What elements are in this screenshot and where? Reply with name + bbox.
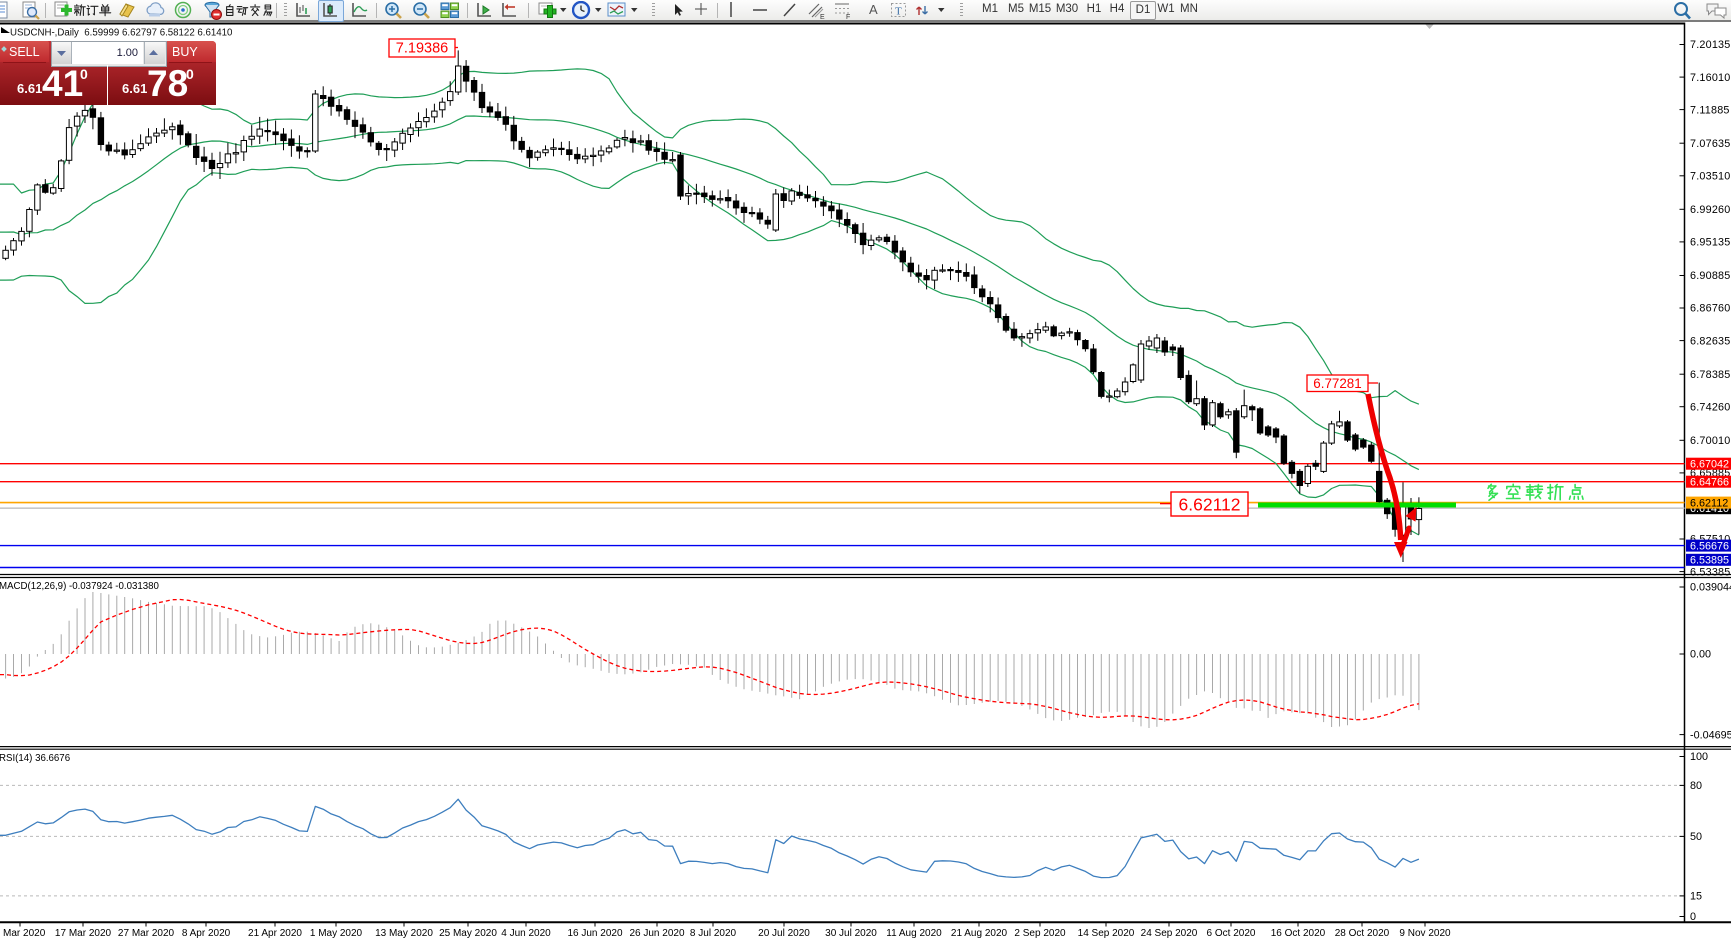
svg-text:RSI(14) 36.6676: RSI(14) 36.6676 xyxy=(0,753,70,764)
svg-text:16 Jun 2020: 16 Jun 2020 xyxy=(567,928,622,939)
svg-text:7.11885: 7.11885 xyxy=(1690,104,1730,116)
svg-text:26 Jun 2020: 26 Jun 2020 xyxy=(629,928,684,939)
svg-text:8 Apr 2020: 8 Apr 2020 xyxy=(182,928,231,939)
svg-text:17 Mar 2020: 17 Mar 2020 xyxy=(55,928,112,939)
svg-text:1 May 2020: 1 May 2020 xyxy=(310,928,363,939)
svg-text:-0.046959: -0.046959 xyxy=(1690,729,1731,741)
svg-text:7.20135: 7.20135 xyxy=(1690,39,1730,51)
svg-text:6.77281: 6.77281 xyxy=(1313,376,1361,391)
svg-text:7 Mar 2020: 7 Mar 2020 xyxy=(0,928,46,939)
svg-text:4 Jun 2020: 4 Jun 2020 xyxy=(501,928,551,939)
svg-text:6.70010: 6.70010 xyxy=(1690,435,1730,447)
svg-text:100: 100 xyxy=(1690,751,1708,763)
svg-text:8 Jul 2020: 8 Jul 2020 xyxy=(690,928,737,939)
svg-text:27 Mar 2020: 27 Mar 2020 xyxy=(118,928,175,939)
svg-text:6.95135: 6.95135 xyxy=(1690,237,1730,249)
svg-text:21 Apr 2020: 21 Apr 2020 xyxy=(248,928,302,939)
svg-text:7.16010: 7.16010 xyxy=(1690,72,1730,84)
svg-text:0.00: 0.00 xyxy=(1690,649,1711,661)
svg-text:6 Oct 2020: 6 Oct 2020 xyxy=(1207,928,1256,939)
svg-text:T: T xyxy=(895,6,902,18)
svg-text:0: 0 xyxy=(1690,911,1696,923)
svg-text:6.74260: 6.74260 xyxy=(1690,401,1730,413)
svg-text:6.53385: 6.53385 xyxy=(1690,566,1730,578)
svg-text:7.03510: 7.03510 xyxy=(1690,171,1730,183)
svg-text:20 Jul 2020: 20 Jul 2020 xyxy=(758,928,810,939)
svg-text:6.90885: 6.90885 xyxy=(1690,270,1730,282)
svg-text:13 May 2020: 13 May 2020 xyxy=(375,928,433,939)
svg-text:80: 80 xyxy=(1690,780,1702,792)
svg-text:6.53895: 6.53895 xyxy=(1690,555,1729,567)
svg-text:16 Oct 2020: 16 Oct 2020 xyxy=(1271,928,1326,939)
svg-text:6.82635: 6.82635 xyxy=(1690,335,1730,347)
svg-text:USDCNH-,Daily 6.59999 6.62797: USDCNH-,Daily 6.59999 6.62797 6.58122 6.… xyxy=(10,28,233,39)
svg-text:MACD(12,26,9) -0.037924 -0.031: MACD(12,26,9) -0.037924 -0.031380 xyxy=(0,581,160,592)
svg-text:7.19386: 7.19386 xyxy=(396,41,448,57)
svg-text:6.62112: 6.62112 xyxy=(1690,497,1728,509)
svg-text:15: 15 xyxy=(1690,891,1702,903)
svg-text:6.67042: 6.67042 xyxy=(1690,458,1729,470)
svg-text:21 Aug 2020: 21 Aug 2020 xyxy=(951,928,1008,939)
svg-text:0.039044: 0.039044 xyxy=(1690,582,1731,594)
svg-text:24 Sep 2020: 24 Sep 2020 xyxy=(1141,928,1198,939)
svg-text:30 Jul 2020: 30 Jul 2020 xyxy=(825,928,877,939)
svg-text:50: 50 xyxy=(1690,831,1702,843)
svg-text:6.62112: 6.62112 xyxy=(1179,495,1241,515)
svg-text:25 May 2020: 25 May 2020 xyxy=(439,928,497,939)
svg-text:6.78385: 6.78385 xyxy=(1690,369,1730,381)
svg-text:2 Sep 2020: 2 Sep 2020 xyxy=(1014,928,1066,939)
svg-text:F: F xyxy=(846,14,850,20)
svg-text:6.64766: 6.64766 xyxy=(1690,476,1729,488)
svg-text:E: E xyxy=(820,14,825,20)
svg-text:11 Aug 2020: 11 Aug 2020 xyxy=(886,928,942,939)
svg-text:28 Oct 2020: 28 Oct 2020 xyxy=(1335,928,1390,939)
svg-text:6.86760: 6.86760 xyxy=(1690,303,1730,315)
svg-text:9 Nov 2020: 9 Nov 2020 xyxy=(1399,928,1451,939)
svg-text:14 Sep 2020: 14 Sep 2020 xyxy=(1078,928,1135,939)
svg-text:6.56676: 6.56676 xyxy=(1690,540,1729,552)
svg-text:6.99260: 6.99260 xyxy=(1690,204,1730,216)
svg-text:7.07635: 7.07635 xyxy=(1690,138,1730,150)
